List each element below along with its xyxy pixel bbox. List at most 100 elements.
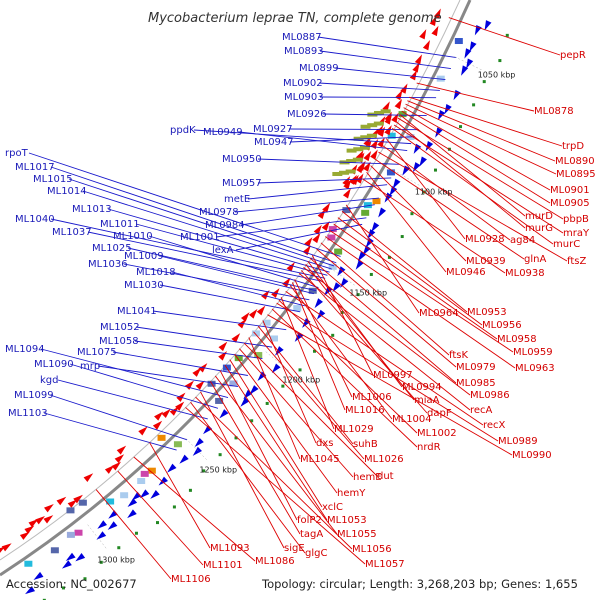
reverse-gene-arrow [43, 515, 54, 524]
label-connector [248, 337, 301, 460]
gene-label: ML0949 [203, 127, 243, 138]
reverse-gene-arrow [355, 173, 364, 184]
feature-box [338, 170, 349, 175]
label-connector [240, 204, 375, 226]
gene-label: metE [224, 194, 250, 205]
label-connector [43, 412, 177, 451]
label-connector [366, 171, 447, 273]
gene-label: ML1009 [124, 251, 164, 262]
forward-gene-arrow [362, 245, 371, 256]
gc-mark [234, 436, 238, 440]
gene-label: ML1013 [72, 204, 112, 215]
gene-label: suhB [353, 439, 378, 450]
gene-label: ML0985 [456, 378, 496, 389]
feature-box [372, 198, 381, 205]
gene-label: pepR [560, 50, 586, 61]
gc-mark [218, 453, 222, 457]
reverse-gene-arrow [152, 420, 163, 430]
scale-mark-label: 1050 kbp [478, 71, 516, 80]
gc-mark [117, 546, 121, 550]
forward-gene-arrow [127, 498, 138, 507]
gene-label: ML1010 [113, 231, 153, 242]
forward-gene-arrow [61, 560, 72, 569]
gene-label: mrp [80, 361, 100, 372]
label-connector [135, 223, 328, 276]
gene-label: ML1001 [180, 232, 220, 243]
forward-gene-arrow [469, 41, 477, 52]
gene-label: ML0893 [284, 46, 324, 57]
gc-mark [498, 59, 502, 63]
forward-gene-arrow [96, 531, 107, 540]
gene-label: rpoT [5, 148, 29, 159]
feature-box [50, 547, 59, 554]
label-connector [239, 348, 354, 478]
feature-box [269, 335, 278, 342]
feature-box [361, 209, 370, 216]
forward-gene-arrow [392, 178, 401, 189]
gene-label: ML0963 [515, 363, 555, 374]
label-connector [337, 217, 483, 326]
forward-gene-arrow [107, 521, 118, 530]
gene-label: glgC [305, 548, 327, 559]
label-connector [149, 442, 211, 549]
gene-label: ppdK [170, 125, 196, 136]
label-connector [448, 17, 561, 56]
scale-mark-label: 1300 kbp [97, 555, 135, 564]
gene-label: ML0946 [446, 267, 486, 278]
gc-mark [313, 349, 317, 353]
gene-label: ML0887 [282, 32, 322, 43]
scale-mark-label: 1200 kbp [283, 375, 321, 384]
label-connector [291, 282, 346, 411]
feature-box [327, 234, 336, 241]
label-connector [409, 96, 563, 147]
reverse-gene-arrow [240, 312, 250, 322]
label-connector [185, 407, 366, 565]
feature-box [454, 38, 463, 45]
reverse-gene-arrow [161, 408, 171, 418]
gene-label: ML0957 [222, 178, 262, 189]
gc-mark [433, 168, 437, 172]
feature-box [251, 330, 260, 337]
label-connector [317, 36, 457, 59]
reverse-gene-arrow [433, 8, 441, 19]
gene-label: recA [470, 405, 493, 416]
gene-label: ML1037 [52, 227, 92, 238]
feature-box [360, 124, 371, 129]
gene-label: ML1057 [365, 559, 405, 570]
gene-label: ML0964 [419, 308, 459, 319]
forward-gene-arrow [337, 266, 346, 277]
gene-label: ML0895 [556, 169, 596, 180]
reverse-gene-arrow [192, 367, 202, 377]
feature-box [66, 507, 75, 514]
label-connector [334, 67, 446, 81]
gene-label: dut [377, 471, 394, 482]
reverse-gene-arrow [282, 277, 291, 288]
gc-mark [281, 384, 285, 388]
feature-box [147, 467, 156, 474]
forward-gene-arrow [484, 20, 492, 31]
forward-gene-arrow [33, 571, 44, 581]
gene-label: ML0984 [205, 220, 245, 231]
feature-box [137, 478, 146, 485]
forward-gene-arrow [219, 409, 229, 419]
gene-label: ML1099 [14, 390, 54, 401]
feature-box [352, 157, 363, 162]
feature-box [106, 498, 115, 505]
label-connector [68, 178, 335, 267]
accession: Accession: NC_002677 [6, 577, 137, 591]
scale-tick [87, 524, 107, 549]
forward-gene-arrow [367, 229, 376, 240]
reverse-gene-arrow [83, 473, 94, 482]
backbone-outer [0, 0, 472, 577]
feature-box [363, 202, 372, 209]
label-connector [159, 255, 315, 295]
gc-mark [331, 333, 335, 337]
label-connector [300, 270, 428, 414]
gc-mark [459, 125, 463, 129]
label-connector [190, 402, 306, 554]
feature-box [345, 169, 356, 174]
label-connector [289, 285, 393, 420]
forward-gene-arrow [192, 446, 202, 456]
gene-label: xclC [322, 502, 343, 513]
label-connector [294, 279, 353, 398]
